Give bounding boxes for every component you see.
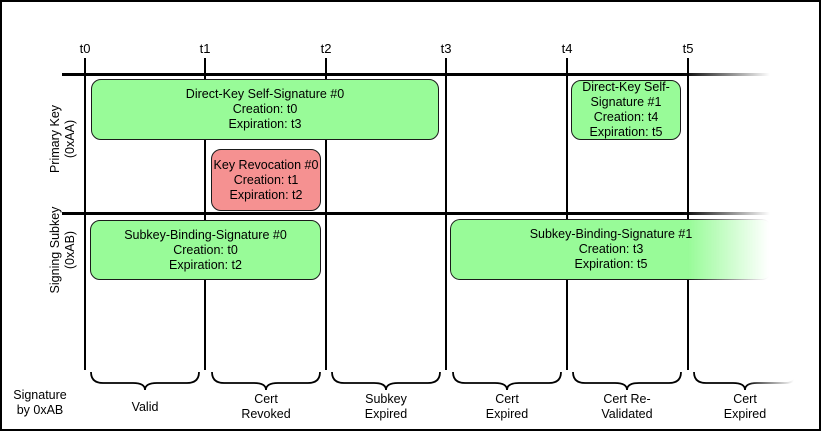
lane-label-primary-key: Primary Key (0xAA) xyxy=(48,105,78,173)
tick-label-t1: t1 xyxy=(199,41,211,56)
key-revocation-0-box: Key Revocation #0 Creation: t1 Expiratio… xyxy=(211,149,321,211)
subkey-binding-signature-0-box: Subkey-Binding-Signature #0 Creation: t0… xyxy=(90,220,321,280)
phase-label-subkey-expired: Subkey Expired xyxy=(331,390,441,424)
tick-label-t5: t5 xyxy=(682,41,694,56)
phase-line: Revoked xyxy=(241,407,291,421)
box-creation: Creation: t0 xyxy=(173,242,238,257)
phase-line: Valid xyxy=(131,399,159,414)
signature-by-caption: Signature by 0xAB xyxy=(0,388,80,418)
phase-line: Cert xyxy=(254,392,278,406)
direct-key-self-signature-0-box: Direct-Key Self-Signature #0 Creation: t… xyxy=(91,79,439,140)
phase-line: Validated xyxy=(601,407,653,421)
brace-subkey-expired xyxy=(331,371,441,391)
box-expiration: Expiration: t5 xyxy=(574,257,648,271)
brace-valid xyxy=(90,371,200,391)
phase-line: Expired xyxy=(723,407,767,421)
phase-label-cert-revoked: Cert Revoked xyxy=(211,390,321,424)
box-creation: Creation: t3 xyxy=(578,242,644,256)
brace-cert-revoked xyxy=(211,371,321,391)
lane-label-signing-subkey: Signing Subkey (0xAB) xyxy=(48,207,78,294)
box-title: Direct-Key Self-Signature #0 xyxy=(185,87,345,101)
direct-key-self-signature-1-box: Direct-Key Self-Signature #1 Creation: t… xyxy=(571,80,681,140)
box-creation: Creation: t0 xyxy=(232,102,298,116)
brace-cert-expired-2 xyxy=(693,371,798,391)
brace-cert-expired xyxy=(452,371,562,391)
subkey-binding-signature-1-box: Subkey-Binding-Signature #1 Creation: t3… xyxy=(450,219,772,280)
box-title: Subkey-Binding-Signature #0 xyxy=(124,227,287,242)
box-expiration: Expiration: t5 xyxy=(589,125,663,139)
box-creation: Creation: t1 xyxy=(233,172,299,187)
signing-subkey-lane-line xyxy=(62,212,775,215)
box-creation: Creation: t4 xyxy=(593,110,659,124)
tick-label-t0: t0 xyxy=(79,41,91,56)
lane-label-line: (0xAB) xyxy=(63,230,77,270)
phase-label-cert-expired: Cert Expired xyxy=(452,390,562,424)
phase-label-valid: Valid xyxy=(90,390,200,424)
lane-label-line: Signing Subkey xyxy=(48,206,62,294)
phase-line: Expired xyxy=(364,407,408,421)
phase-line: Cert Re- xyxy=(603,392,651,406)
phase-line: Expired xyxy=(485,407,529,421)
box-title: Direct-Key Self-Signature #1 xyxy=(582,80,670,109)
lane-label-line: (0xAA) xyxy=(63,119,77,159)
box-title: Subkey-Binding-Signature #1 xyxy=(529,227,693,241)
box-expiration: Expiration: t2 xyxy=(229,187,303,202)
lane-label-line: Primary Key xyxy=(48,104,62,174)
tick-label-t4: t4 xyxy=(561,41,573,56)
phase-label-cert-expired-2: Cert Expired xyxy=(690,390,800,424)
caption-line: by 0xAB xyxy=(16,403,64,417)
primary-key-lane-line xyxy=(62,73,775,76)
tick-label-t2: t2 xyxy=(320,41,332,56)
phase-line: Cert xyxy=(733,392,757,406)
box-expiration: Expiration: t2 xyxy=(169,257,242,272)
box-border xyxy=(450,219,772,280)
brace-cert-revalidated xyxy=(572,371,682,391)
caption-line: Signature xyxy=(13,388,67,402)
phase-line: Subkey xyxy=(365,392,407,406)
tick-label-t3: t3 xyxy=(440,41,452,56)
phase-line: Cert xyxy=(495,392,519,406)
phase-label-cert-revalidated: Cert Re- Validated xyxy=(572,390,682,424)
box-expiration: Expiration: t3 xyxy=(228,117,302,131)
box-title: Key Revocation #0 xyxy=(213,157,319,172)
